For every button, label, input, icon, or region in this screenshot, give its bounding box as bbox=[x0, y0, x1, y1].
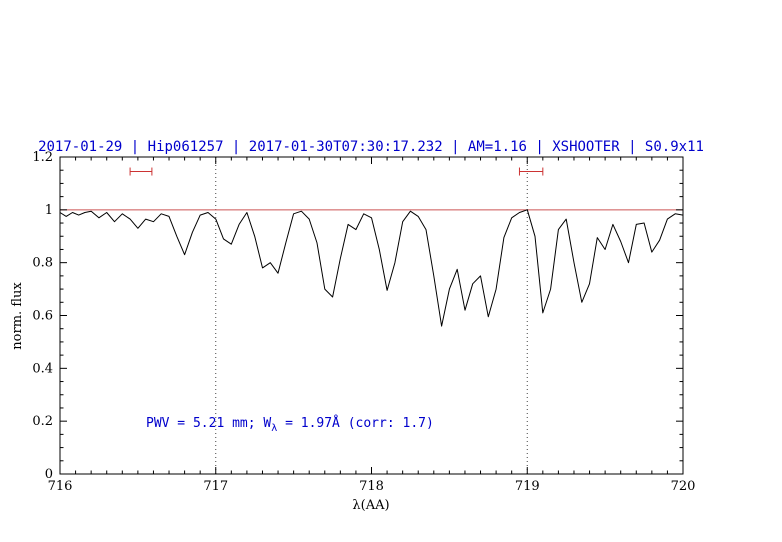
x-tick-label: 719 bbox=[515, 479, 540, 494]
pwv-annotation-lambda-subscript: λ bbox=[271, 423, 277, 434]
y-tick-label: 0.4 bbox=[32, 361, 53, 376]
y-tick-label: 0 bbox=[45, 467, 53, 482]
y-axis-label: norm. flux bbox=[10, 282, 25, 350]
y-tick-label: 0.8 bbox=[32, 256, 53, 271]
x-tick-label: 716 bbox=[48, 479, 73, 494]
plot-generated-layer: 716 717 718 719 720 0 0.2 0.4 0.6 0.8 1 1.2 bbox=[32, 150, 695, 494]
y-tick-label: 0.2 bbox=[32, 414, 53, 429]
x-tick-label: 717 bbox=[203, 479, 228, 494]
pwv-annotation-post: = 1.97Å (corr: 1.7) bbox=[277, 415, 434, 431]
x-axis-label: λ(AA) bbox=[352, 498, 389, 513]
y-tick-label: 1.2 bbox=[32, 150, 53, 165]
y-tick-label: 0.6 bbox=[32, 309, 53, 324]
x-tick-label: 720 bbox=[671, 479, 696, 494]
plot-title: 2017-01-29 | Hip061257 | 2017-01-30T07:3… bbox=[38, 139, 704, 155]
x-tick-label: 718 bbox=[359, 479, 384, 494]
pwv-annotation: PWV = 5.21 mm; Wλ = 1.97Å (corr: 1.7) bbox=[146, 415, 434, 434]
pwv-annotation-pre: PWV = 5.21 mm; W bbox=[146, 416, 271, 431]
y-tick-label: 1 bbox=[45, 203, 53, 218]
spectrum-line bbox=[59, 209, 684, 327]
